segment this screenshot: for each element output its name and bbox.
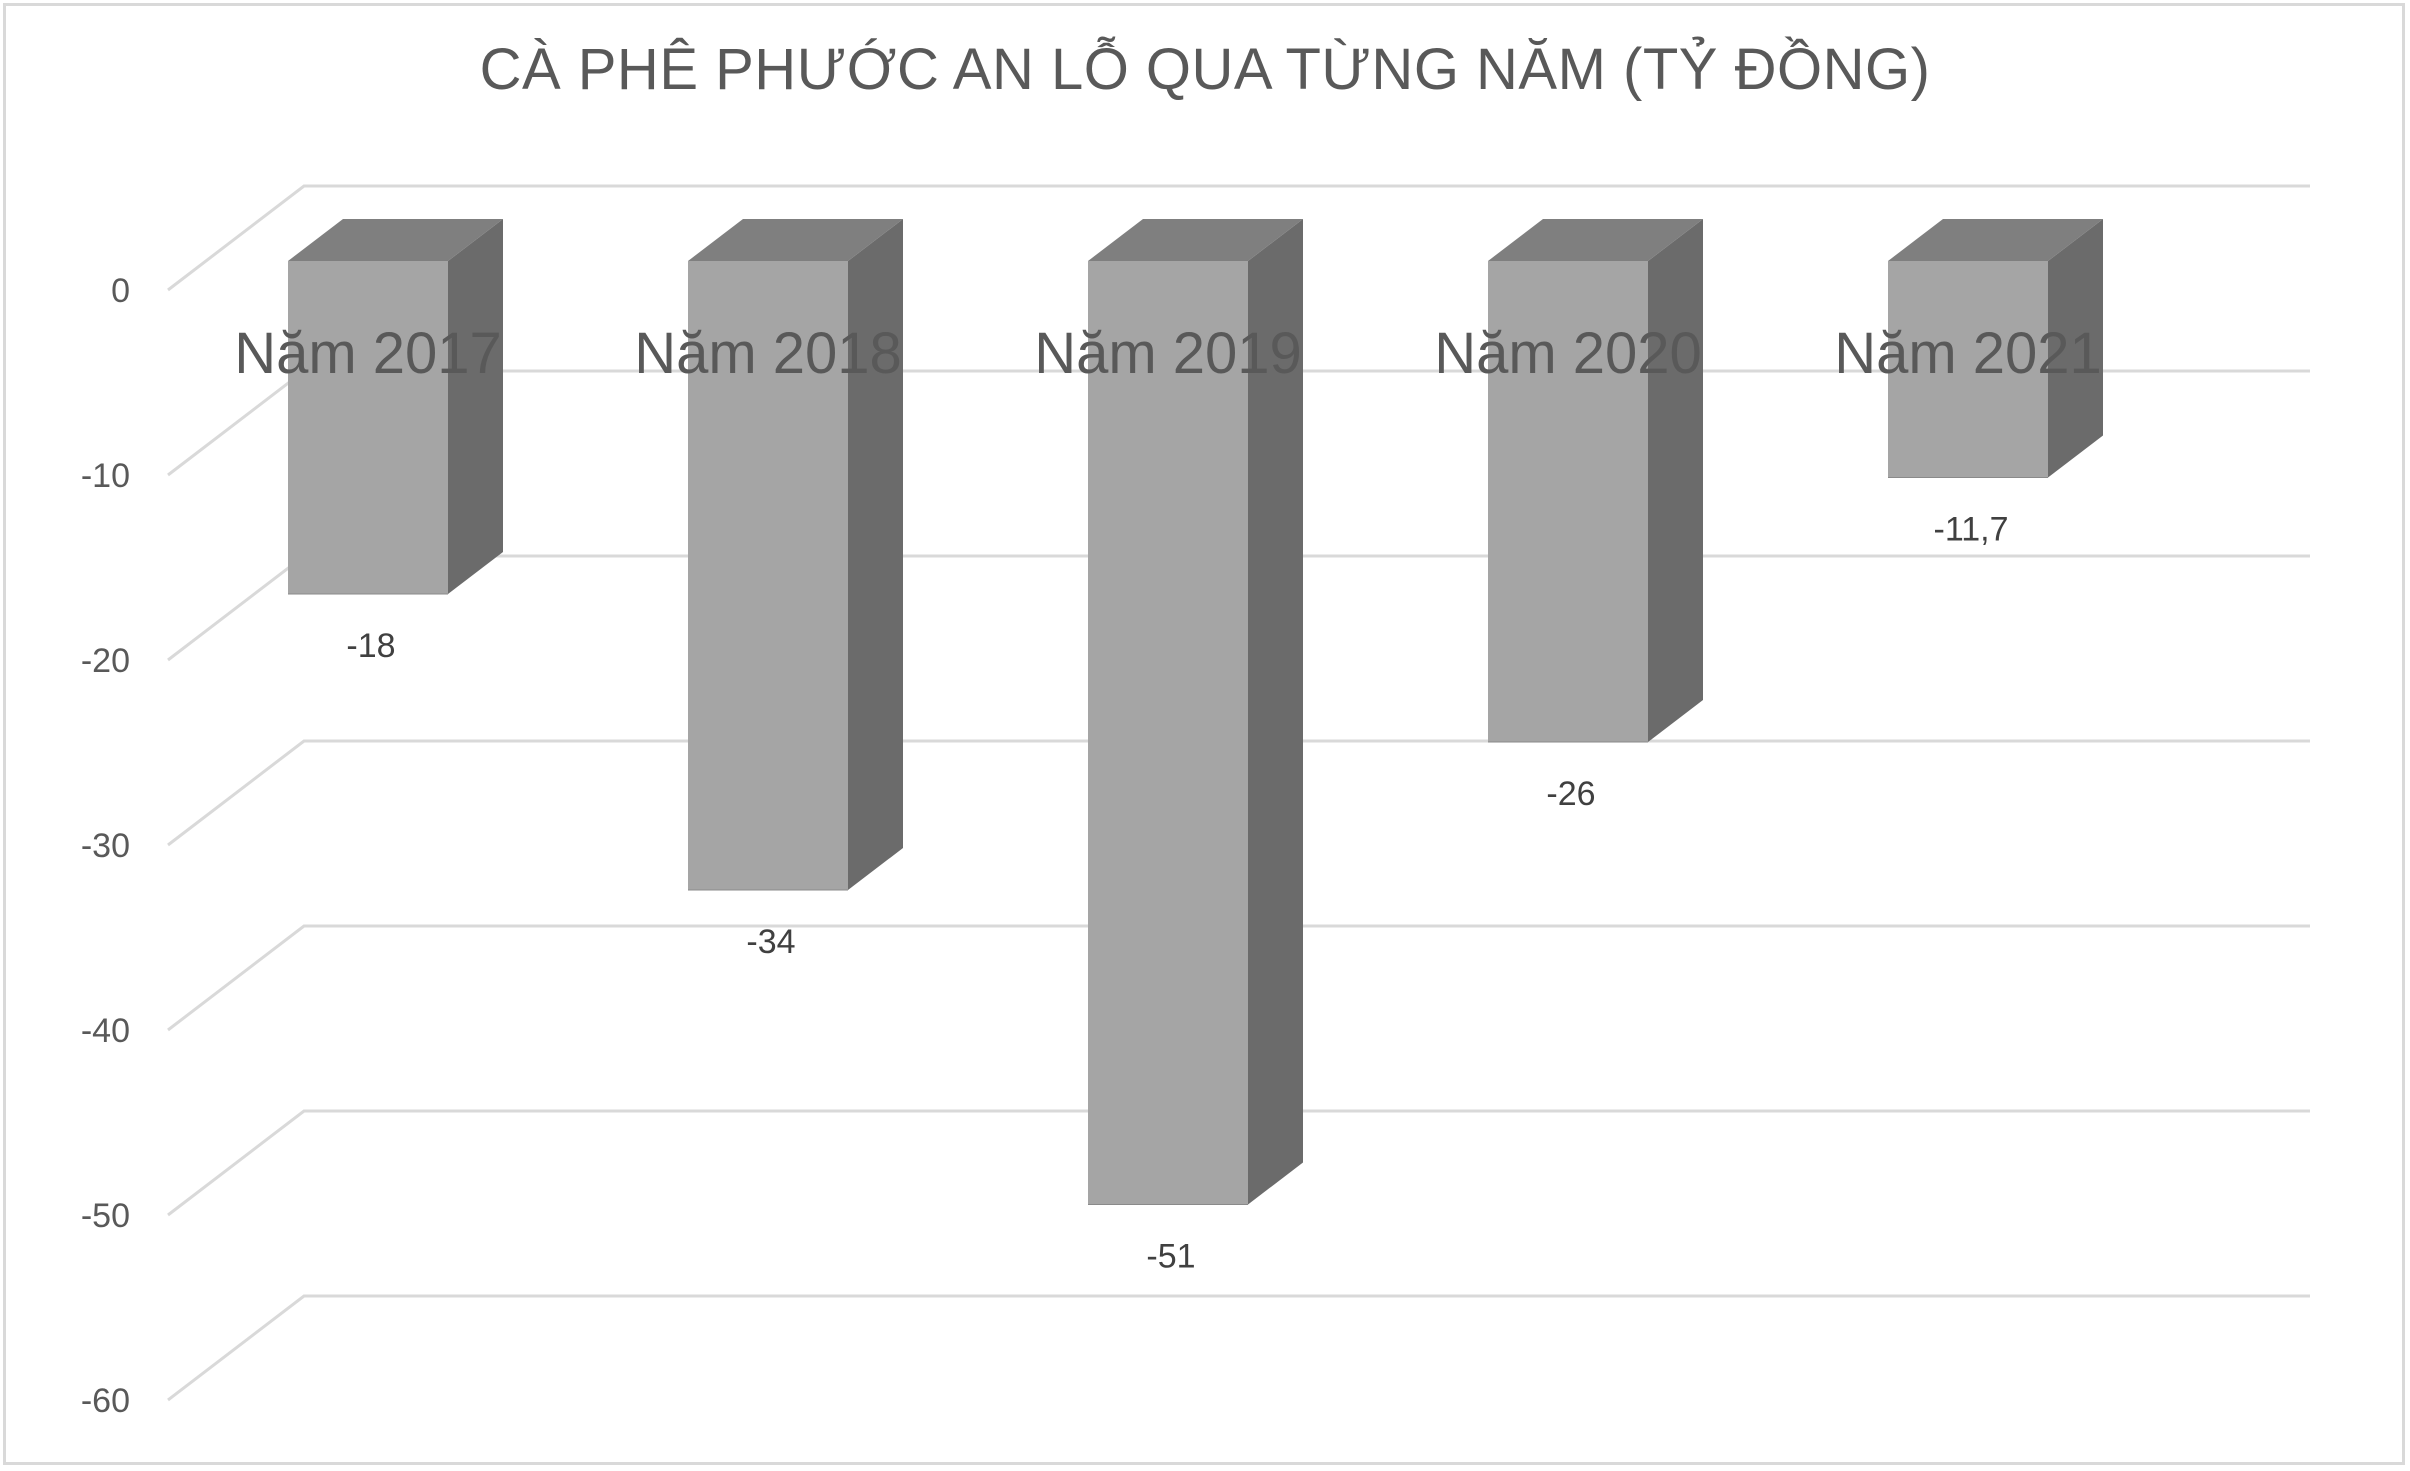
category-label: Năm 2021 — [1834, 321, 2102, 386]
bar-side — [448, 219, 503, 594]
y-tick-label: -30 — [81, 827, 130, 865]
bar-front — [1088, 261, 1248, 1205]
bar-side — [1648, 219, 1703, 742]
bar-top — [288, 219, 503, 261]
y-tick-label: -60 — [81, 1382, 130, 1420]
data-label: -18 — [346, 627, 395, 665]
bar-top — [688, 219, 903, 261]
y-tick-label: -10 — [81, 457, 130, 495]
gridline — [167, 1109, 2310, 1217]
bar-top — [1888, 219, 2103, 261]
bar-front — [1888, 261, 2048, 478]
chart-title: CÀ PHÊ PHƯỚC AN LỖ QUA TỪNG NĂM (TỶ ĐỒNG… — [479, 37, 1931, 102]
gridline — [167, 184, 2310, 292]
y-tick-label: 0 — [111, 272, 130, 310]
bar-front — [1488, 261, 1648, 742]
bar — [1488, 219, 1703, 743]
bar-top — [1088, 219, 1303, 261]
bar-front — [288, 261, 448, 594]
bar — [1088, 219, 1303, 1205]
data-label: -11,7 — [1934, 510, 2009, 548]
bars-layer — [288, 219, 2103, 1205]
bar — [288, 219, 503, 595]
data-label: -34 — [746, 923, 795, 961]
bar-side — [2048, 219, 2103, 478]
bar-side — [848, 219, 903, 890]
bar — [688, 219, 903, 891]
category-label: Năm 2017 — [234, 321, 502, 386]
bar-front — [688, 261, 848, 890]
category-label: Năm 2018 — [634, 321, 902, 386]
data-label: -51 — [1146, 1238, 1195, 1276]
data-label: -26 — [1546, 775, 1595, 813]
gridline — [167, 1294, 2310, 1402]
bar-side — [1248, 219, 1303, 1205]
category-label: Năm 2019 — [1034, 321, 1302, 386]
y-tick-label: -50 — [81, 1197, 130, 1235]
y-tick-label: -40 — [81, 1012, 130, 1050]
gridline — [167, 924, 2310, 1032]
category-label: Năm 2020 — [1434, 321, 1702, 386]
y-tick-label: -20 — [81, 642, 130, 680]
labels-layer: 0 -10 -20 -30 -40 -50 -60 Năm 2017 -18 Năm 2018 -3… — [81, 272, 2102, 1420]
bar — [1888, 219, 2103, 478]
bar-top — [1488, 219, 1703, 261]
